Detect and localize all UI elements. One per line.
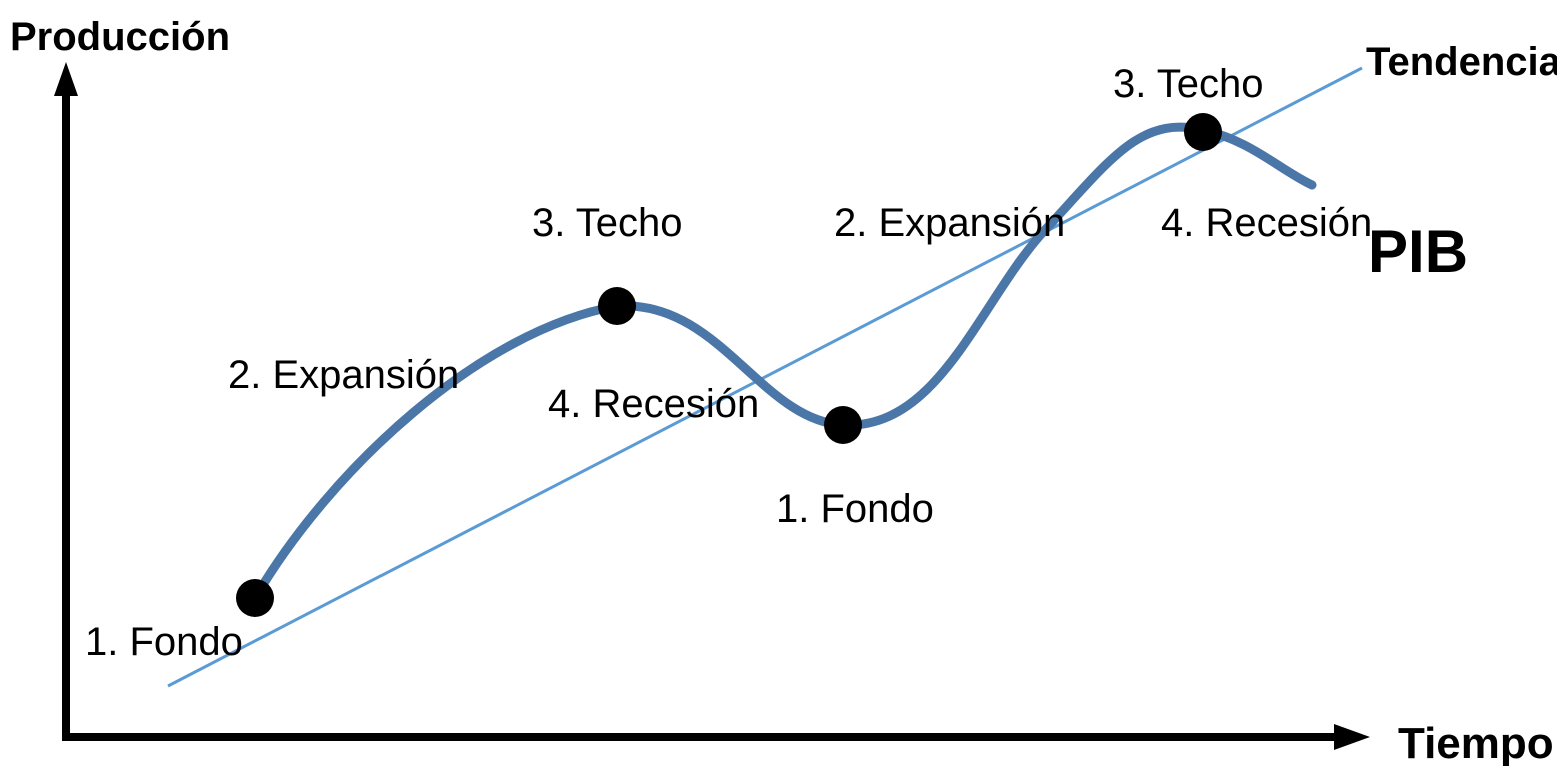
trend-label: Tendencia <box>1366 40 1557 84</box>
phase-label-recession-2: 4. Recesión <box>1161 201 1372 245</box>
y-axis-arrowhead <box>54 62 78 96</box>
phase-label-trough-1: 1. Fondo <box>85 620 243 664</box>
phase-label-peak-1: 3. Techo <box>532 201 683 245</box>
phase-label-trough-2: 1. Fondo <box>776 487 934 531</box>
trend-line <box>167 66 1363 688</box>
phase-label-peak-2: 3. Techo <box>1113 62 1264 106</box>
trough-point-2 <box>824 406 862 444</box>
peak-point-2 <box>1184 113 1222 151</box>
trough-point-1 <box>236 579 274 617</box>
phase-label-expansion-2: 2. Expansión <box>834 201 1065 245</box>
peak-point-1 <box>598 287 636 325</box>
phase-label-recession-1: 4. Recesión <box>548 382 759 426</box>
y-axis-label: Producción <box>10 15 230 59</box>
x-axis-label: Tiempo <box>1398 719 1554 766</box>
phase-label-expansion-1: 2. Expansión <box>228 353 459 397</box>
gdp-series-label: PIB <box>1368 218 1468 285</box>
x-axis-arrowhead <box>1334 724 1370 750</box>
